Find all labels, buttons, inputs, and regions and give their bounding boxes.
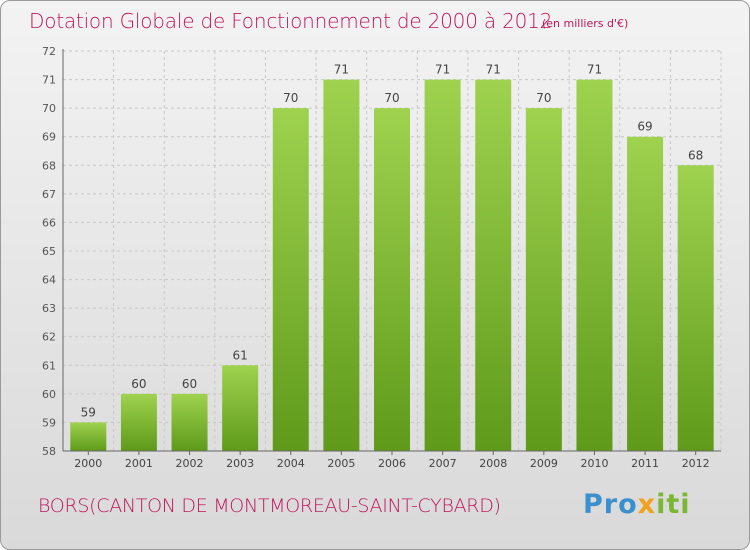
bar-2012 — [677, 165, 714, 452]
y-tick-label-64: 64 — [42, 274, 56, 287]
x-tick-label-2003: 2003 — [226, 457, 254, 470]
x-tick-label-2011: 2011 — [631, 457, 659, 470]
logo-part-1: Pro — [583, 489, 638, 520]
bar-2001 — [120, 393, 157, 451]
bar-2007 — [424, 79, 461, 452]
data-label-2005: 71 — [334, 63, 349, 77]
bar-2008 — [475, 79, 512, 452]
y-tick-label-67: 67 — [42, 188, 56, 201]
unit-note: (en milliers d'€) — [542, 17, 629, 30]
logo-part-2: x — [637, 489, 657, 520]
bars-layer — [70, 79, 714, 452]
bar-2006 — [374, 108, 410, 452]
bar-2000 — [70, 422, 107, 451]
y-tick-label-70: 70 — [42, 102, 56, 115]
x-tick-label-2006: 2006 — [378, 457, 406, 470]
chart-title: Dotation Globale de Fonctionnement de 20… — [29, 9, 553, 33]
y-tick-label-65: 65 — [42, 245, 56, 258]
y-tick-label-72: 72 — [42, 45, 56, 58]
y-tick-label-61: 61 — [42, 359, 56, 372]
x-tick-label-2008: 2008 — [479, 457, 507, 470]
y-tick-label-68: 68 — [42, 159, 56, 172]
y-tick-label-62: 62 — [42, 331, 56, 344]
logo-part-3: iti — [656, 489, 691, 520]
data-label-2000: 59 — [81, 405, 96, 419]
bar-2010 — [576, 79, 613, 452]
x-tick-label-2012: 2012 — [682, 457, 710, 470]
x-tick-label-2000: 2000 — [74, 457, 102, 470]
y-tick-label-63: 63 — [42, 302, 56, 315]
y-tick-label-58: 58 — [42, 445, 56, 458]
y-tick-label-60: 60 — [42, 388, 56, 401]
bar-2003 — [222, 365, 259, 451]
data-label-2001: 60 — [131, 377, 146, 391]
data-label-2002: 60 — [182, 377, 197, 391]
x-tick-label-2001: 2001 — [125, 457, 153, 470]
bar-2005 — [323, 79, 360, 452]
bar-2004 — [272, 108, 309, 452]
x-tick-label-2002: 2002 — [176, 457, 204, 470]
data-label-2010: 71 — [587, 63, 602, 77]
data-label-2011: 69 — [637, 120, 652, 134]
proxiti-logo: Proxiti — [583, 489, 691, 520]
y-tick-label-59: 59 — [42, 416, 56, 429]
x-tick-label-2004: 2004 — [277, 457, 305, 470]
y-tick-label-71: 71 — [42, 74, 56, 87]
data-label-2004: 70 — [283, 91, 298, 105]
bar-2002 — [171, 393, 208, 451]
y-tick-label-66: 66 — [42, 216, 56, 229]
data-label-2007: 71 — [435, 63, 450, 77]
x-tick-label-2007: 2007 — [429, 457, 457, 470]
x-tick-label-2010: 2010 — [580, 457, 608, 470]
bar-2011 — [627, 136, 664, 451]
x-tick-label-2005: 2005 — [327, 457, 355, 470]
bar-2009 — [525, 108, 562, 452]
data-label-2008: 71 — [486, 63, 501, 77]
commune-label: BORS(CANTON DE MONTMOREAU-SAINT-CYBARD) — [38, 495, 501, 517]
y-tick-label-69: 69 — [42, 131, 56, 144]
data-label-2012: 68 — [688, 148, 703, 162]
axis-layer: 58 59 60 61 62 63 64 65 66 67 68 69 70 71 72 59 2000 60 20… — [42, 45, 721, 470]
data-label-2009: 70 — [536, 91, 551, 105]
data-label-2006: 70 — [384, 91, 399, 105]
data-label-2003: 61 — [233, 348, 248, 362]
x-tick-label-2009: 2009 — [530, 457, 558, 470]
